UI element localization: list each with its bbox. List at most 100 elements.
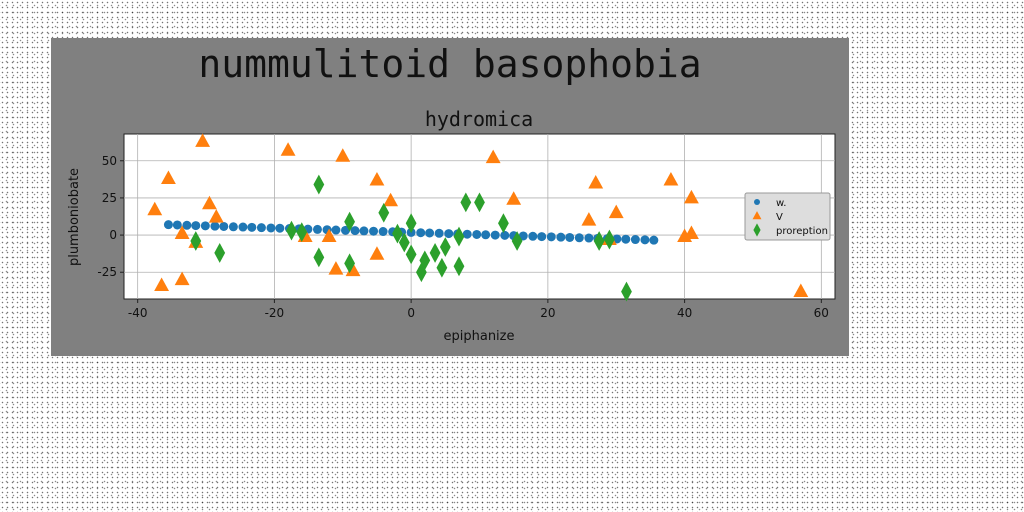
- data-point: [593, 231, 605, 251]
- data-point: [369, 246, 385, 260]
- data-point: [266, 223, 276, 233]
- data-point: [331, 225, 341, 235]
- data-point: [793, 283, 809, 297]
- data-point: [434, 228, 444, 238]
- data-point: [453, 256, 465, 277]
- data-point: [161, 170, 176, 184]
- data-point: [359, 226, 369, 236]
- data-point: [312, 224, 322, 234]
- data-point: [500, 230, 510, 240]
- data-point: [405, 213, 417, 234]
- data-point: [429, 243, 441, 263]
- axis-ticks: -40 -20 0 20 40 60 -25 0 25 50: [97, 154, 829, 320]
- data-point: [275, 223, 285, 233]
- y-tick-label: 50: [102, 154, 117, 168]
- data-point: [556, 232, 566, 242]
- x-tick-label: -40: [128, 306, 148, 320]
- data-point: [453, 226, 465, 247]
- data-point: [419, 250, 431, 271]
- data-point: [190, 231, 202, 251]
- legend-marker: [754, 199, 760, 205]
- series-proreption: [190, 174, 632, 302]
- data-point: [369, 226, 379, 236]
- data-point: [584, 233, 594, 243]
- data-point: [630, 235, 640, 245]
- data-point: [581, 212, 597, 226]
- data-point: [369, 171, 385, 186]
- data-point: [313, 247, 325, 268]
- data-point: [398, 232, 410, 253]
- legend-label: proreption: [776, 226, 828, 237]
- legend-box: [744, 192, 831, 241]
- data-point: [335, 148, 351, 162]
- data-point: [296, 222, 308, 243]
- data-point: [621, 281, 632, 302]
- data-point: [439, 237, 451, 257]
- figure-suptitle: nummulitoid basophobia: [198, 42, 701, 86]
- data-point: [640, 235, 650, 245]
- data-point: [444, 229, 454, 239]
- data-point: [383, 192, 399, 207]
- data-point: [684, 189, 699, 204]
- x-tick-label: 60: [814, 306, 829, 320]
- data-point: [537, 232, 547, 242]
- data-point: [280, 142, 296, 156]
- data-point: [163, 220, 173, 230]
- data-point: [528, 231, 538, 241]
- data-point: [405, 244, 417, 265]
- data-point: [247, 222, 257, 232]
- data-point: [350, 226, 360, 236]
- y-axis-label: plumboniobate: [67, 168, 82, 266]
- data-point: [344, 253, 356, 274]
- data-point: [649, 235, 659, 245]
- x-tick-label: 0: [407, 306, 415, 320]
- x-tick-label: -20: [265, 306, 285, 320]
- y-tick-label: 25: [102, 191, 117, 205]
- data-point: [684, 225, 699, 239]
- data-point: [392, 223, 403, 244]
- data-point: [210, 221, 220, 231]
- data-point: [174, 271, 190, 286]
- data-point: [174, 225, 190, 239]
- data-point: [238, 222, 248, 232]
- data-point: [425, 228, 435, 238]
- data-point: [416, 228, 426, 238]
- x-tick-label: 40: [677, 306, 692, 320]
- data-point: [182, 220, 192, 230]
- legend-label: w.: [776, 198, 786, 209]
- data-point: [228, 222, 238, 232]
- legend-marker: [753, 223, 761, 237]
- legend-marker: [752, 211, 762, 220]
- data-point: [195, 133, 211, 147]
- data-point: [202, 195, 217, 210]
- data-point: [191, 221, 201, 231]
- data-point: [474, 192, 485, 213]
- legend-label: V: [776, 212, 783, 223]
- data-point: [621, 234, 631, 244]
- x-axis-label: epiphanize: [444, 329, 515, 344]
- data-point: [208, 209, 224, 223]
- data-point: [378, 227, 388, 237]
- chart-title: hydromica: [425, 107, 533, 131]
- y-tick-label: -25: [97, 265, 117, 279]
- data-point: [200, 221, 210, 231]
- data-point: [214, 243, 226, 263]
- data-point: [462, 229, 472, 239]
- data-point: [608, 204, 624, 219]
- data-point: [490, 230, 500, 240]
- data-point: [313, 174, 325, 195]
- data-point: [506, 191, 522, 205]
- data-point: [328, 261, 344, 275]
- data-point: [286, 220, 297, 241]
- data-point: [344, 211, 356, 232]
- data-point: [154, 277, 170, 292]
- data-point: [378, 202, 390, 223]
- data-point: [511, 231, 523, 251]
- data-point: [321, 228, 337, 242]
- data-point: [546, 232, 556, 242]
- data-point: [498, 213, 509, 234]
- data-point: [436, 257, 448, 278]
- data-point: [345, 262, 361, 277]
